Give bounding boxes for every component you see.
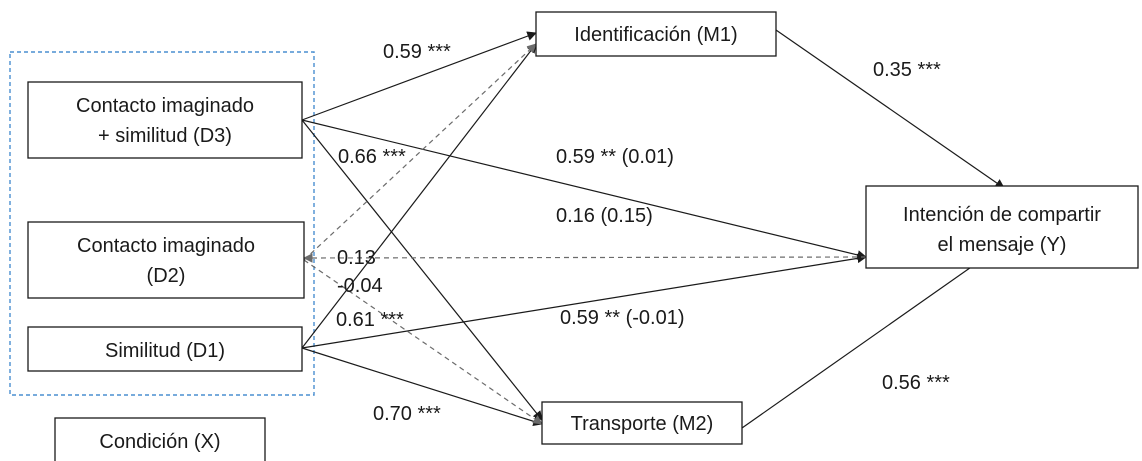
edge-d3-y xyxy=(301,119,867,260)
coef-d1-m2: 0.70 *** xyxy=(373,403,441,425)
node-d1-label: Similitud (D1) xyxy=(105,340,225,362)
node-d2-box xyxy=(27,221,305,299)
node-m1-box xyxy=(535,11,777,57)
edge-d1-y xyxy=(301,253,867,349)
coef-d2-y: 0.16 (0.15) xyxy=(556,205,653,227)
edge-d2-m1 xyxy=(303,43,537,261)
node-m1-label: Identificación (M1) xyxy=(574,24,737,46)
coef-d2-m2: -0.04 xyxy=(337,275,383,297)
coef-m1-y: 0.35 *** xyxy=(873,59,941,81)
node-d2-label-2: (D2) xyxy=(147,265,186,287)
coef-d1-m1: 0.61 *** xyxy=(336,309,404,331)
node-m2-box xyxy=(541,401,743,445)
node-d3-box xyxy=(27,81,303,159)
node-y-label-1: Intención de compartir xyxy=(903,204,1101,226)
coef-m2-y: 0.56 *** xyxy=(882,372,950,394)
condition-group-frame xyxy=(9,51,315,396)
edge-d1-m2 xyxy=(301,347,543,426)
node-d1-box xyxy=(27,326,303,372)
edge-m2-y xyxy=(741,243,1005,429)
node-m2-label: Transporte (M2) xyxy=(571,413,714,435)
edge-d3-m1 xyxy=(301,31,537,121)
edge-m1-y xyxy=(775,29,1005,189)
edge-d2-m2 xyxy=(303,259,543,425)
node-y-label-2: el mensaje (Y) xyxy=(938,234,1067,256)
node-x-box xyxy=(54,417,266,461)
edge-d1-m1 xyxy=(301,43,537,349)
coef-d3-m2: 0.66 *** xyxy=(338,146,406,168)
node-d3-label-2: + similitud (D3) xyxy=(98,125,232,147)
edge-d3-m2 xyxy=(301,119,543,421)
node-y-box xyxy=(865,185,1139,269)
edge-y-d2 xyxy=(303,253,867,263)
node-x-label: Condición (X) xyxy=(99,431,220,453)
coef-d3-m1: 0.59 *** xyxy=(383,41,451,63)
coef-d2-m1: 0.13 xyxy=(337,247,376,269)
coef-d1-y: 0.59 ** (-0.01) xyxy=(560,307,685,329)
node-d2-label-1: Contacto imaginado xyxy=(77,235,255,257)
node-d3-label-1: Contacto imaginado xyxy=(76,95,254,117)
coef-d3-y: 0.59 ** (0.01) xyxy=(556,146,674,168)
